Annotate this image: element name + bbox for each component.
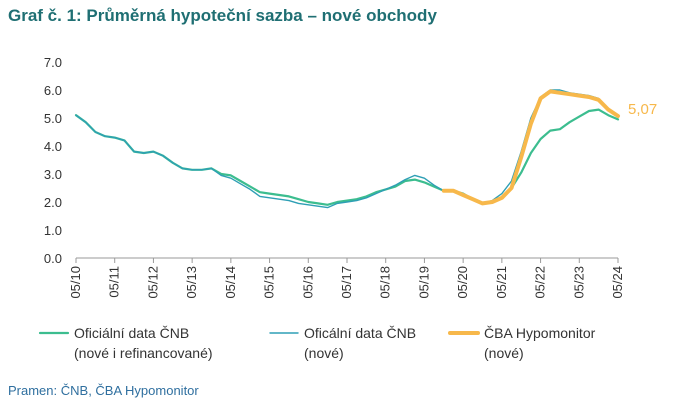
x-tick-label: 05/10: [68, 266, 83, 299]
chart-title: Graf č. 1: Průměrná hypoteční sazba – no…: [8, 6, 437, 25]
x-tick-label: 05/15: [262, 266, 277, 299]
y-axis: 0.0 1.0 2.0 3.0 4.0 5.0 6.0 7.0: [44, 55, 62, 266]
y-tick-label: 5.0: [44, 111, 62, 126]
x-tick-label: 05/23: [571, 266, 586, 299]
series-line-0: [74, 108, 620, 206]
x-tick-label: 05/19: [416, 266, 431, 299]
series-lines: [74, 89, 620, 209]
legend-label: ČBA Hypomonitor (nové): [484, 325, 596, 361]
x-tick-label: 05/18: [378, 266, 393, 299]
x-tick-label: 05/11: [107, 266, 122, 298]
x-tick-label: 05/24: [610, 266, 625, 299]
y-tick-label: 0.0: [44, 251, 62, 266]
x-tick-label: 05/17: [339, 266, 354, 299]
y-tick-label: 4.0: [44, 139, 62, 154]
x-tick-label: 05/21: [494, 266, 509, 299]
end-value-label: 5,07: [628, 101, 657, 118]
y-tick-label: 6.0: [44, 83, 62, 98]
y-tick-label: 1.0: [44, 223, 62, 238]
y-tick-label: 7.0: [44, 55, 62, 70]
x-tick-label: 05/12: [145, 266, 160, 299]
x-axis: 05/10 05/11 05/12 05/13 05/14 05/15 05/16 05/17…: [68, 257, 625, 299]
legend: Oficiální data ČNB (nové i refinancované)…: [38, 325, 596, 361]
x-tick-label: 05/22: [533, 266, 548, 299]
x-tick-label: 05/16: [300, 266, 315, 299]
legend-label: Oficiální data ČNB (nové i refinancované): [74, 325, 213, 361]
y-tick-label: 3.0: [44, 167, 62, 182]
x-tick-label: 05/13: [184, 266, 199, 299]
series-line-2: [441, 89, 620, 206]
x-tick-label: 05/14: [223, 266, 238, 299]
y-tick-label: 2.0: [44, 195, 62, 210]
annotations: 5,07: [628, 101, 657, 118]
legend-label: Oficální data ČNB (nové): [304, 325, 416, 361]
x-tick-label: 05/20: [455, 266, 470, 299]
source-note: Pramen: ČNB, ČBA Hypomonitor: [8, 383, 199, 398]
line-chart: 0.0 1.0 2.0 3.0 4.0 5.0 6.0 7.0 05/10 05/11 05/12…: [38, 55, 657, 361]
